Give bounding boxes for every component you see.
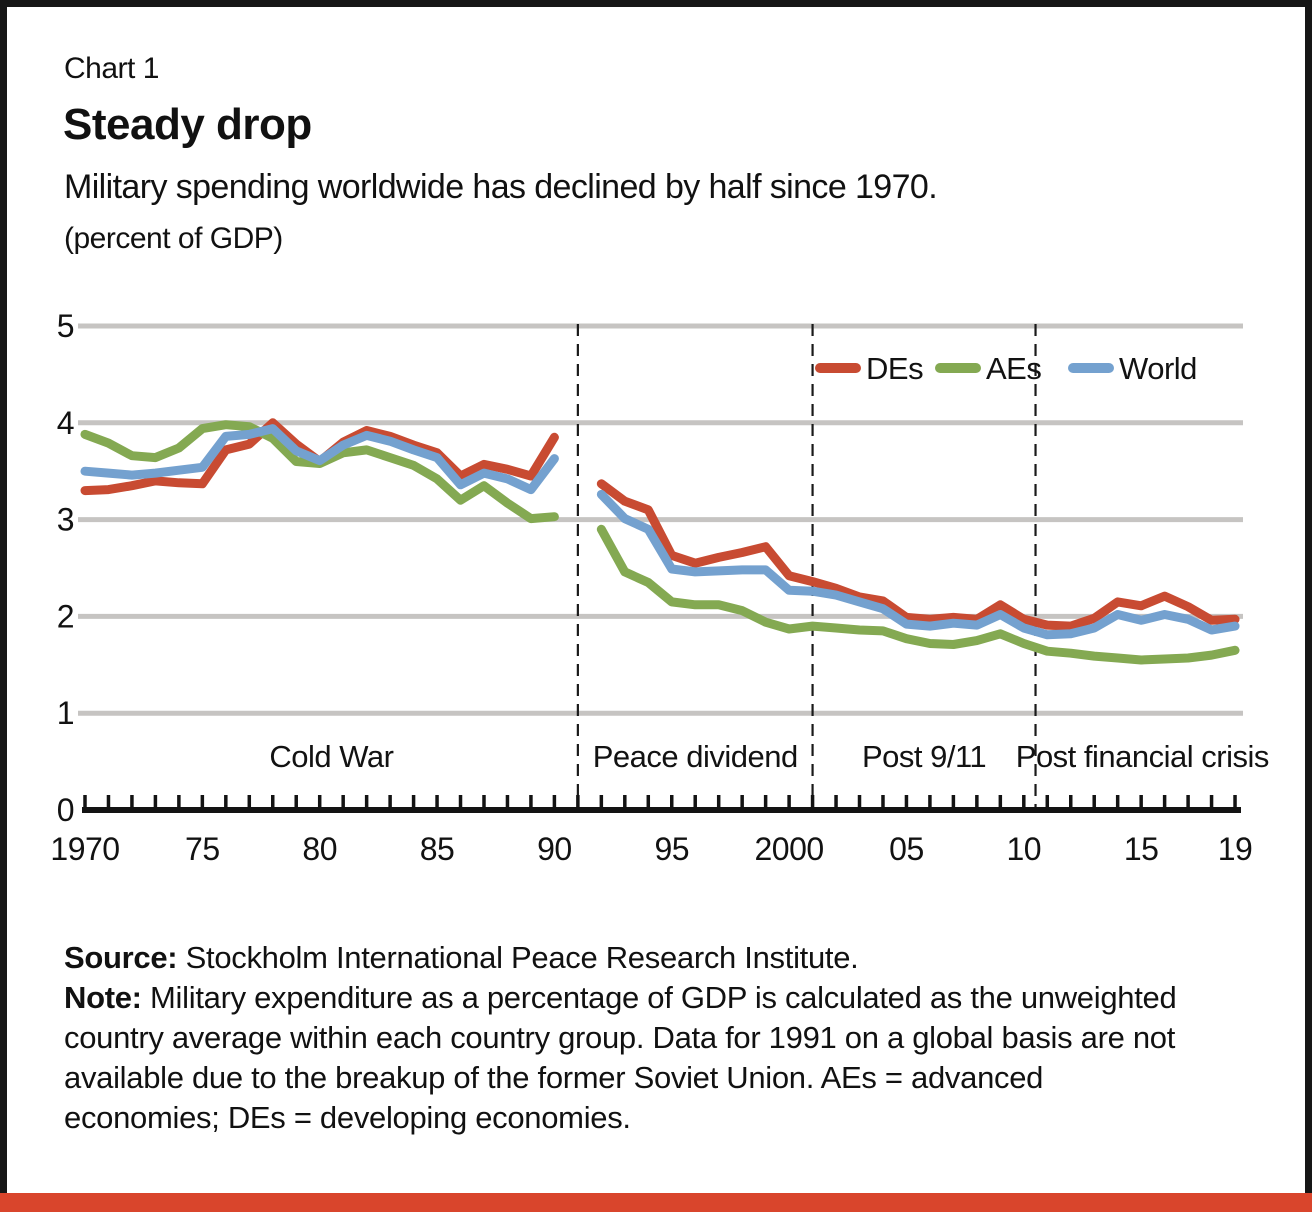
y-tick-label: 1 xyxy=(57,695,74,731)
series-World-line xyxy=(596,489,1240,640)
source-line: Source: Stockholm International Peace Re… xyxy=(64,938,1204,978)
y-tick-label: 3 xyxy=(57,502,74,538)
y-tick-label: 4 xyxy=(57,405,74,441)
legend-label-World: World xyxy=(1119,351,1197,386)
legend-label-DEs: DEs xyxy=(866,351,923,386)
era-label: Post 9/11 xyxy=(862,739,986,774)
chart-number: Chart 1 xyxy=(64,52,159,85)
note-label: Note: xyxy=(64,980,142,1015)
chart-unit-label: (percent of GDP) xyxy=(64,222,283,255)
x-tick-label: 15 xyxy=(1124,831,1159,867)
legend-label-AEs: AEs xyxy=(986,351,1041,386)
source-text: Stockholm International Peace Research I… xyxy=(177,940,859,975)
series-DEs-line xyxy=(596,479,1240,631)
x-tick-label: 95 xyxy=(654,831,689,867)
note-line: Note: Military expenditure as a percenta… xyxy=(64,978,1204,1138)
era-label: Cold War xyxy=(269,739,393,774)
era-label: Post financial crisis xyxy=(1016,739,1269,774)
x-tick-label: 10 xyxy=(1007,831,1042,867)
y-tick-label: 0 xyxy=(57,792,74,828)
x-tick-label: 19 xyxy=(1218,831,1253,867)
x-tick-label: 1970 xyxy=(50,831,119,867)
chart-subtitle: Military spending worldwide has declined… xyxy=(64,168,938,206)
note-text: Military expenditure as a percentage of … xyxy=(64,980,1177,1135)
y-tick-label: 2 xyxy=(57,598,74,634)
line-chart: Cold War Peace dividend Post 9/11 Post fina… xyxy=(50,308,1269,867)
x-tick-label: 90 xyxy=(537,831,572,867)
series-AEs-line xyxy=(596,524,1240,665)
x-tick-label: 85 xyxy=(420,831,455,867)
y-tick-label: 5 xyxy=(57,308,74,344)
footnote-block: Source: Stockholm International Peace Re… xyxy=(64,938,1204,1138)
x-tick-label: 80 xyxy=(302,831,337,867)
x-tick-label: 75 xyxy=(185,831,220,867)
x-tick-label: 05 xyxy=(889,831,924,867)
series-World-line xyxy=(80,424,559,495)
page-title: Steady drop xyxy=(63,100,312,149)
era-label: Peace dividend xyxy=(593,739,798,774)
source-label: Source: xyxy=(64,940,178,975)
x-tick-label: 2000 xyxy=(755,831,824,867)
accent-bar xyxy=(0,1193,1312,1212)
